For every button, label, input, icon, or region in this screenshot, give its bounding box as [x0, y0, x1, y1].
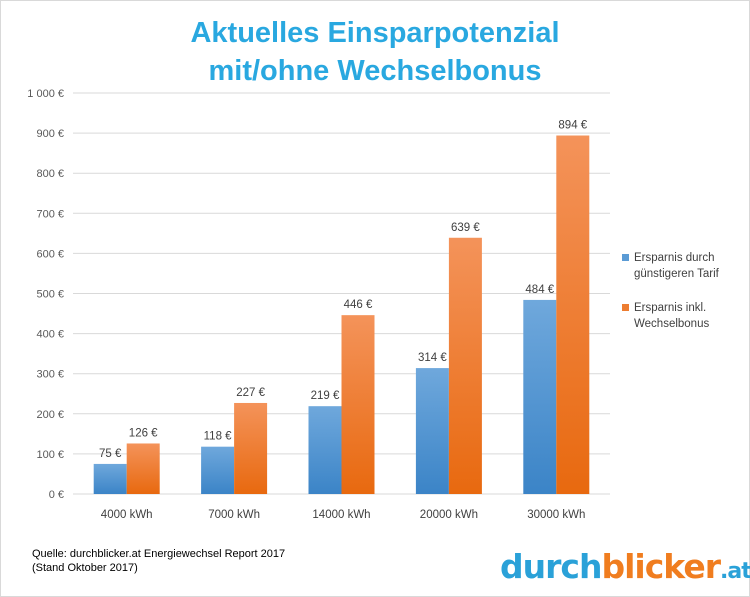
data-label: 484 € — [525, 284, 554, 296]
bar-bonus — [126, 443, 160, 494]
data-label: 639 € — [451, 222, 480, 234]
legend-label-bonus-line1: Ersparnis inkl. — [634, 302, 707, 314]
x-tick-label: 30000 kWh — [527, 509, 585, 521]
bar-tarif — [523, 299, 557, 494]
legend-label-bonus-line2: Wechselbonus — [634, 318, 710, 330]
x-axis-ticks: 4000 kWh 7000 kWh 14000 kWh 20000 kWh 30000 … — [101, 509, 586, 521]
logo-part-durch: durch — [500, 547, 602, 586]
y-tick-label: 600 € — [36, 248, 64, 260]
y-axis-ticks: 0 € 100 € 200 € 300 € 400 € 500 € 600 € 700 € 80… — [27, 88, 64, 501]
data-label: 126 € — [129, 427, 158, 439]
data-label: 227 € — [236, 387, 265, 399]
source-line2: (Stand Oktober 2017) — [32, 562, 138, 574]
bars — [93, 135, 590, 495]
y-tick-label: 700 € — [36, 208, 64, 220]
legend-item-bonus: Ersparnis inkl. Wechselbonus — [622, 300, 750, 332]
legend-swatch-orange — [622, 304, 629, 311]
x-tick-label: 14000 kWh — [312, 509, 370, 521]
y-tick-label: 800 € — [36, 168, 64, 180]
logo-part-blicker: blicker — [601, 547, 721, 586]
chart-title-line1: Aktuelles Einsparpotenzial — [190, 17, 560, 49]
data-labels: 75 € 126 € 118 € 227 € 219 € 446 € 314 € 639 € 4… — [99, 120, 588, 460]
logo-part-at: .at — [719, 559, 750, 584]
data-label: 314 € — [418, 352, 447, 364]
y-tick-label: 400 € — [36, 329, 64, 341]
legend-label-tarif-line2: günstigeren Tarif — [634, 268, 719, 280]
bar-tarif — [93, 463, 127, 494]
y-tick-label: 0 € — [49, 489, 64, 501]
y-tick-label: 500 € — [36, 289, 64, 301]
y-tick-label: 100 € — [36, 449, 64, 461]
data-label: 219 € — [311, 390, 340, 402]
bar-bonus — [448, 237, 482, 495]
durchblicker-logo: durchblicker.at — [500, 547, 750, 592]
gridlines — [73, 92, 610, 495]
bar-tarif — [308, 406, 342, 494]
data-label: 446 € — [344, 299, 373, 311]
y-tick-label: 1 000 € — [27, 88, 64, 100]
y-tick-label: 300 € — [36, 369, 64, 381]
chart-title-line2: mit/ohne Wechselbonus — [208, 55, 542, 87]
x-tick-label: 4000 kWh — [101, 509, 153, 521]
bar-bonus — [556, 135, 590, 495]
chart-title: Aktuelles Einsparpotenzial mit/ohne Wech… — [0, 14, 750, 90]
y-tick-label: 900 € — [36, 128, 64, 140]
legend-swatch-blue — [622, 254, 629, 261]
x-tick-label: 7000 kWh — [208, 509, 260, 521]
x-tick-label: 20000 kWh — [420, 509, 478, 521]
source-note: Quelle: durchblicker.at Energiewechsel R… — [32, 547, 285, 575]
legend: Ersparnis durch günstigeren Tarif Erspar… — [622, 250, 750, 350]
source-line1: Quelle: durchblicker.at Energiewechsel R… — [32, 548, 286, 560]
data-label: 118 € — [204, 431, 233, 443]
legend-label-tarif-line1: Ersparnis durch — [634, 252, 715, 264]
bar-bonus — [341, 315, 375, 494]
y-tick-label: 200 € — [36, 409, 64, 421]
bar-tarif — [201, 446, 235, 494]
data-label: 75 € — [99, 448, 122, 460]
bar-bonus — [234, 402, 268, 494]
bar-tarif — [415, 368, 449, 494]
legend-item-tarif: Ersparnis durch günstigeren Tarif — [622, 250, 750, 282]
data-label: 894 € — [558, 120, 587, 132]
